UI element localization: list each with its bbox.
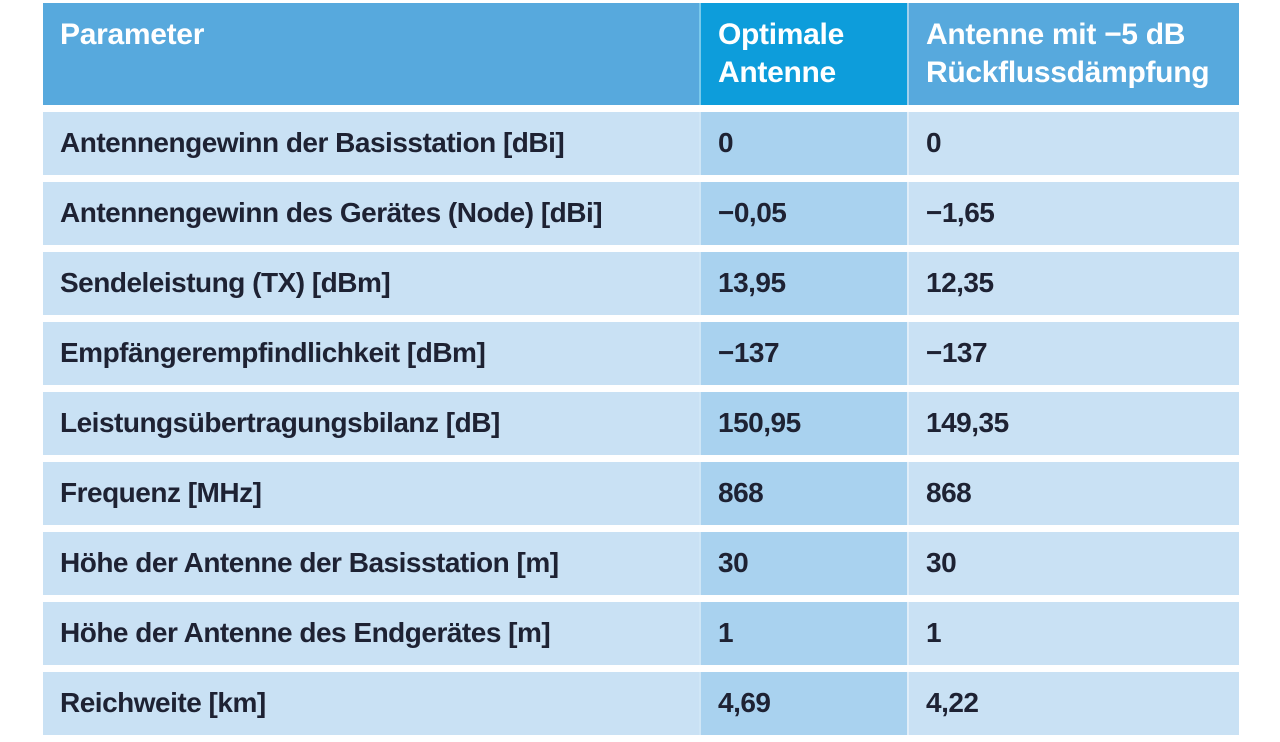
cell-lossy: −1,65	[907, 182, 1239, 245]
table-row: Empfängerempfindlichkeit [dBm] −137 −137	[43, 322, 1239, 385]
table-row: Antennengewinn des Gerätes (Node) [dBi] …	[43, 182, 1239, 245]
column-header-optimal-antenna: Optimale Antenne	[699, 3, 907, 105]
table-body: Antennengewinn der Basisstation [dBi] 0 …	[43, 112, 1239, 735]
column-header-parameter: Parameter	[43, 3, 699, 105]
table-row: Frequenz [MHz] 868 868	[43, 462, 1239, 525]
cell-parameter: Reichweite [km]	[43, 672, 699, 735]
cell-lossy: 1	[907, 602, 1239, 665]
cell-lossy: −137	[907, 322, 1239, 385]
table-row: Höhe der Antenne der Basisstation [m] 30…	[43, 532, 1239, 595]
antenna-parameters-table: Parameter Optimale Antenne Antenne mit −…	[43, 0, 1239, 742]
column-header-lossy-antenna: Antenne mit −5 dB Rückflussdämpfung	[907, 3, 1239, 105]
cell-parameter: Höhe der Antenne der Basisstation [m]	[43, 532, 699, 595]
cell-parameter: Antennengewinn der Basisstation [dBi]	[43, 112, 699, 175]
cell-optimal: 1	[699, 602, 907, 665]
cell-optimal: 30	[699, 532, 907, 595]
cell-parameter: Empfängerempfindlichkeit [dBm]	[43, 322, 699, 385]
table-header: Parameter Optimale Antenne Antenne mit −…	[43, 3, 1239, 105]
cell-parameter: Höhe der Antenne des Endgerätes [m]	[43, 602, 699, 665]
cell-parameter: Sendeleistung (TX) [dBm]	[43, 252, 699, 315]
cell-parameter: Frequenz [MHz]	[43, 462, 699, 525]
header-row: Parameter Optimale Antenne Antenne mit −…	[43, 3, 1239, 105]
cell-optimal: 4,69	[699, 672, 907, 735]
table-row: Leistungsübertragungsbilanz [dB] 150,95 …	[43, 392, 1239, 455]
cell-optimal: 150,95	[699, 392, 907, 455]
cell-lossy: 4,22	[907, 672, 1239, 735]
cell-lossy: 12,35	[907, 252, 1239, 315]
cell-optimal: −137	[699, 322, 907, 385]
table-row: Sendeleistung (TX) [dBm] 13,95 12,35	[43, 252, 1239, 315]
cell-lossy: 30	[907, 532, 1239, 595]
cell-optimal: 868	[699, 462, 907, 525]
cell-lossy: 868	[907, 462, 1239, 525]
cell-parameter: Leistungsübertragungsbilanz [dB]	[43, 392, 699, 455]
cell-optimal: −0,05	[699, 182, 907, 245]
cell-lossy: 0	[907, 112, 1239, 175]
cell-parameter: Antennengewinn des Gerätes (Node) [dBi]	[43, 182, 699, 245]
cell-optimal: 0	[699, 112, 907, 175]
cell-lossy: 149,35	[907, 392, 1239, 455]
table-row: Reichweite [km] 4,69 4,22	[43, 672, 1239, 735]
table-row: Höhe der Antenne des Endgerätes [m] 1 1	[43, 602, 1239, 665]
cell-optimal: 13,95	[699, 252, 907, 315]
table-row: Antennengewinn der Basisstation [dBi] 0 …	[43, 112, 1239, 175]
